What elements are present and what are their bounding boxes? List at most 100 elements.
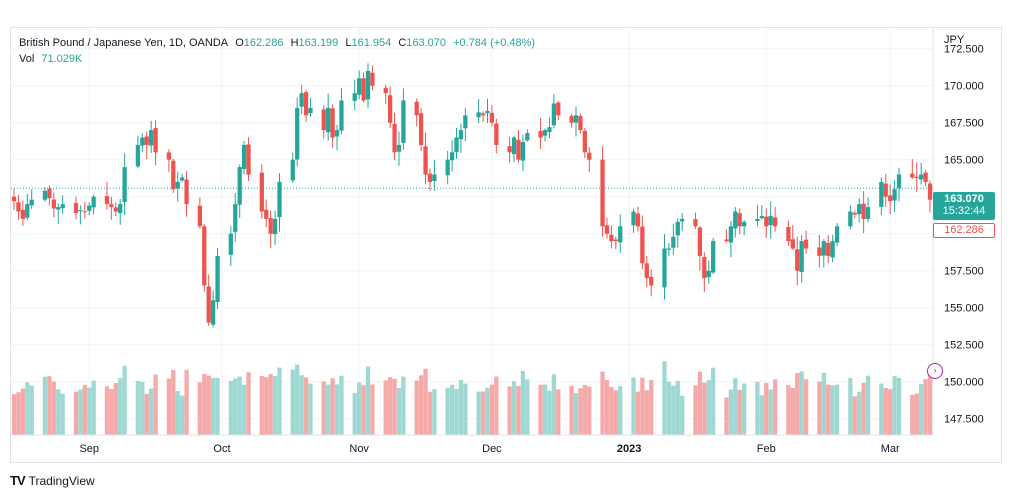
volume-bar [432,389,437,435]
volume-bar [525,379,530,435]
candle-body [215,255,220,303]
volume-bar [772,379,778,435]
volume-bar [11,394,17,435]
volume-bar [702,382,707,435]
volume-bar [237,376,242,435]
candle-body [485,110,490,114]
change-value: +0.784 (+0.48%) [453,37,536,49]
volume-bar [454,389,459,435]
last-price-tag: 163.070 15:32:44 [933,192,995,220]
volume-bar [29,385,34,435]
volume-bar [16,392,21,435]
low-label: L [345,37,352,49]
volume-bar [423,368,428,435]
candle-body [241,144,247,170]
volume-bar [206,375,211,435]
volume-bar [365,366,371,435]
volume-bar [538,384,543,435]
volume-bar [414,380,419,435]
volume-bar [153,374,158,435]
volume-bar [852,396,857,435]
high-value: 163.199 [298,37,339,49]
volume-bar [697,371,703,435]
candle-body [799,241,804,273]
volume-bar [91,380,96,435]
footer: TV TradingView [10,473,95,488]
candle-body [237,167,242,205]
candle-body [202,226,207,286]
candle-body [308,107,313,114]
volume-bar [711,367,716,435]
volume-bar [197,382,202,435]
volume-bar [202,373,207,435]
candle-body [149,130,154,146]
candle-body [180,177,185,181]
volume-bar [618,386,623,435]
volume-bar [865,375,871,435]
volume-bar [516,386,521,435]
volume-bar [135,380,141,435]
candle-body [432,174,437,181]
volume-bar [693,385,698,435]
volume-bar [649,380,654,435]
candle-body [772,217,778,227]
volume-bar [680,395,685,435]
candle-body [361,78,366,101]
candle-body [259,172,264,212]
volume-bar [25,382,30,435]
volume-bar [295,364,300,435]
volume-bar [879,383,884,435]
candle-body [463,115,468,129]
y-tick-label: 150.000 [944,377,984,389]
candle-body [666,248,672,250]
candle-body [861,203,866,219]
candle-body [826,242,831,256]
candle-body [330,108,335,138]
volume-bar [118,378,123,435]
volume-bar [370,384,375,435]
close-value: 163.070 [406,37,447,49]
candle-body [834,226,840,243]
legend-ohlc: British Pound / Japanese Yen, 1D, OANDA … [19,37,539,49]
candle-body [724,239,729,242]
candle-body [47,188,52,199]
countdown-value: 15:32:44 [942,205,986,217]
events-icon[interactable]: › [927,363,943,379]
candle-body [525,133,530,141]
symbol-title[interactable]: British Pound / Japanese Yen, 1D, OANDA [19,37,229,49]
candle-body [78,210,83,212]
volume-bar [144,393,149,435]
candle-body [20,209,25,219]
candle-body [445,159,450,176]
candle-body [600,159,605,227]
open-price-tag: 162.286 [933,223,995,238]
candle-body [295,107,300,160]
candle-body [768,215,773,226]
volume-bar [104,386,110,435]
candle-body [516,139,521,160]
tradingview-logo-icon[interactable]: TV [10,473,26,488]
candle-body [821,241,826,256]
volume-bar [861,382,866,435]
candle-body [764,216,769,227]
candle-body [210,300,216,325]
candle-body [104,196,110,205]
volume-bar [463,383,468,435]
chart-frame[interactable] [10,27,1002,463]
volume-bar [573,393,579,435]
volume-bar [671,385,676,435]
grid [11,28,933,435]
candle-body [392,123,397,153]
brand-name[interactable]: TradingView [28,473,95,488]
candle-body [635,213,641,227]
candle-body [11,196,17,202]
volume-bar [631,377,636,435]
candle-body [702,257,707,279]
volume-label[interactable]: Vol [19,53,35,65]
candle-body [25,204,30,218]
candle-body [206,286,211,323]
candle-body [272,218,278,235]
volume-bar [241,384,247,435]
candle-body [538,130,543,138]
